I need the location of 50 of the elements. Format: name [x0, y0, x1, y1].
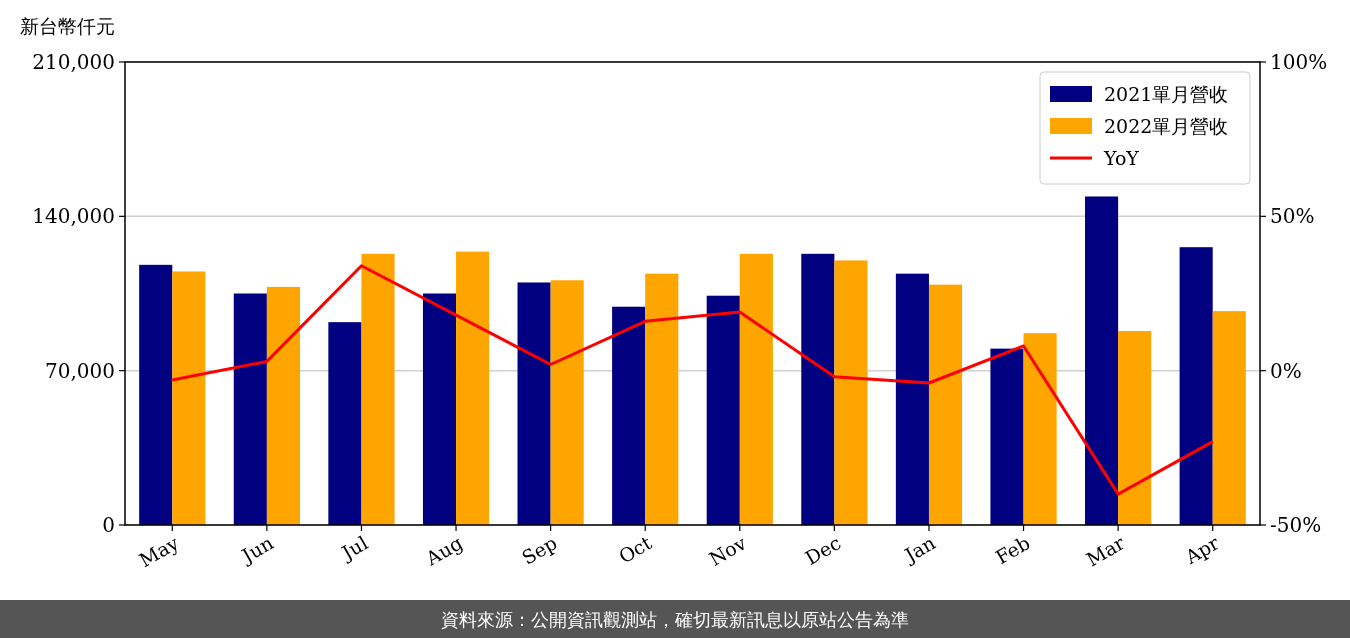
y2-tick-label: -50% — [1270, 513, 1322, 537]
bar — [801, 253, 835, 525]
bar — [328, 322, 362, 525]
x-tick-label: Jan — [899, 531, 939, 568]
x-tick-label: Nov — [705, 531, 751, 570]
y-tick-label: 210,000 — [32, 50, 115, 74]
y-tick-label: 70,000 — [45, 358, 115, 383]
x-tick-label: May — [135, 531, 183, 572]
bar — [422, 293, 457, 525]
x-tick-label: Feb — [991, 531, 1034, 569]
bar — [895, 273, 929, 525]
x-tick-label: Sep — [518, 531, 561, 569]
bar — [834, 260, 868, 525]
bar — [233, 293, 267, 525]
line-series — [170, 264, 1215, 496]
x-tick-label: Jul — [336, 531, 372, 565]
y-tick-label: 140,000 — [32, 204, 115, 229]
bar — [266, 286, 300, 525]
source-note: 資料來源：公開資訊觀測站，確切最新訊息以原站公告為準 — [441, 609, 909, 630]
y2-tick-label: 0% — [1270, 358, 1302, 383]
x-tick-label: Aug — [421, 531, 467, 571]
x-tick-label: Dec — [801, 531, 845, 570]
x-tick-label: Oct — [614, 531, 656, 568]
legend-label: 2022單月營收 — [1104, 115, 1229, 137]
bar — [990, 348, 1024, 525]
bar — [361, 253, 395, 525]
bar — [612, 306, 646, 525]
bar — [1212, 311, 1246, 525]
bar — [928, 284, 963, 525]
bar — [1085, 196, 1119, 525]
x-tick-label: Jun — [236, 531, 277, 568]
bar — [139, 264, 173, 525]
bar — [706, 295, 740, 525]
x-tick-label: Mar — [1082, 530, 1129, 571]
bar — [517, 282, 551, 525]
bar — [739, 253, 773, 525]
legend-label: YoY — [1103, 147, 1140, 169]
legend-label: 2021單月營收 — [1104, 83, 1229, 105]
bar — [456, 251, 490, 525]
y2-tick-label: 100% — [1270, 50, 1328, 74]
x-tick-label: Apr — [1180, 530, 1224, 569]
bar — [172, 271, 206, 525]
bar — [1179, 247, 1213, 525]
bar — [550, 280, 584, 525]
bar — [645, 273, 679, 525]
bar — [1118, 330, 1152, 525]
bar — [1023, 333, 1057, 525]
y-axis-title: 新台幣仟元 — [20, 15, 115, 37]
y-tick-label: 0 — [102, 513, 115, 537]
y2-tick-label: 50% — [1270, 204, 1315, 229]
